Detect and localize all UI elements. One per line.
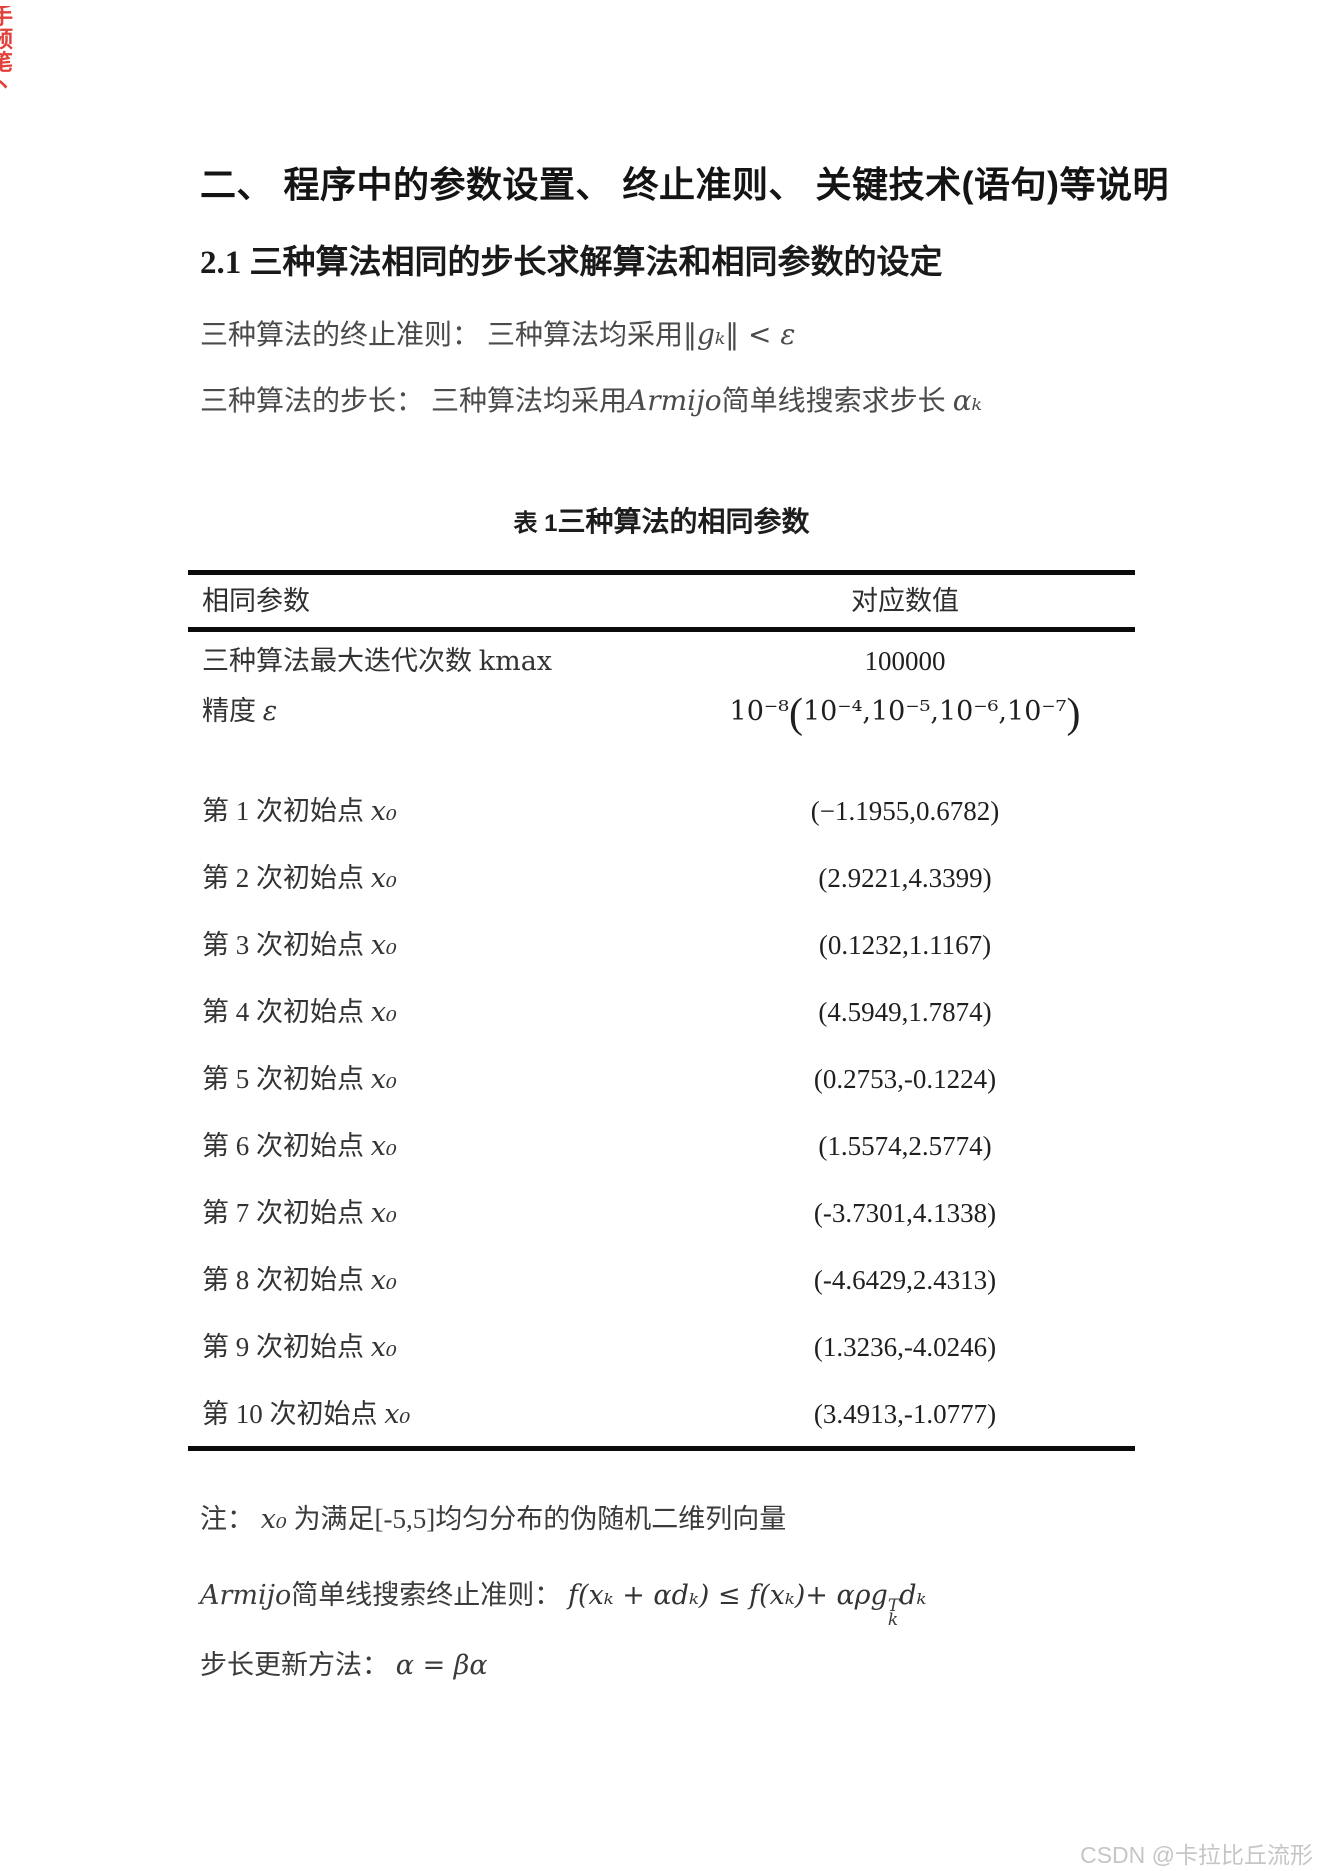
row-label-text: 第 6 次初始点 xyxy=(202,1131,371,1161)
table-header-rule xyxy=(188,627,1135,632)
paragraph-text: 三种算法的终止准则： 三种算法均采用 xyxy=(200,320,684,351)
x0-symbol: x₀ xyxy=(260,1504,287,1535)
column-header-value: 对应数值 xyxy=(851,586,959,616)
x0-symbol: x₀ xyxy=(370,997,397,1028)
csdn-watermark: CSDN @卡拉比丘流形 xyxy=(1080,1842,1313,1868)
table-caption: 表 1三种算法的相同参数 xyxy=(0,500,1323,540)
row-label-text: 第 4 次初始点 xyxy=(202,997,371,1027)
termination-criterion-paragraph: 三种算法的终止准则： 三种算法均采用‖gₖ‖ < ε xyxy=(200,318,1200,353)
x0-symbol: x₀ xyxy=(370,1265,397,1296)
step-update-formula: α = βα xyxy=(395,1650,488,1681)
x0-symbol: x₀ xyxy=(370,1064,397,1095)
table-row-value-x0-10: (3.4913,-1.0777) xyxy=(813,1399,997,1429)
x0-symbol: x₀ xyxy=(370,796,397,827)
table-row-value-kmax: 100000 xyxy=(864,646,946,676)
red-margin-marks: 手 预 笔 丶 xyxy=(0,6,30,98)
row-label-text: 第 8 次初始点 xyxy=(202,1265,371,1295)
table-caption-number: 表 1 xyxy=(513,510,558,537)
table-bottom-rule xyxy=(188,1446,1135,1451)
note-text: 为满足[-5,5]均匀分布的伪随机二维列向量 xyxy=(286,1504,787,1534)
armijo-label: 简单线搜索终止准则： xyxy=(291,1580,569,1610)
red-mark-glyph: 手 xyxy=(0,6,14,30)
table-row-value-x0-3: (0.1232,1.1167) xyxy=(818,930,992,960)
table-row-label-x0-6: 第 6 次初始点 x₀ xyxy=(202,1130,632,1163)
table-row-label-x0-9: 第 9 次初始点 x₀ xyxy=(202,1331,632,1364)
subscript-k: k xyxy=(887,1610,899,1631)
table-row-label-x0-3: 第 3 次初始点 x₀ xyxy=(202,929,632,962)
table-row-label-x0-8: 第 8 次初始点 x₀ xyxy=(202,1264,632,1297)
table-row-label-kmax: 三种算法最大迭代次数 kmax xyxy=(202,645,632,678)
table-row-value-x0-7: (-3.7301,4.1338) xyxy=(813,1198,997,1228)
table-row-value-x0-6: (1.5574,2.5774) xyxy=(818,1131,992,1161)
table-row-label-x0-2: 第 2 次初始点 x₀ xyxy=(202,862,632,895)
precision-main: 10⁻⁸ xyxy=(729,696,789,727)
red-mark-glyph: 笔 xyxy=(0,51,14,76)
armijo-formula: f(xₖ + αdₖ) ≤ f(xₖ)+ αρg xyxy=(568,1580,888,1611)
table-top-rule xyxy=(188,570,1135,575)
red-mark-glyph: 丶 xyxy=(0,74,14,98)
paragraph-text: 简单线搜索求步长 xyxy=(721,386,953,417)
kmax-symbol: kmax xyxy=(478,646,553,677)
row-label-text: 第 10 次初始点 xyxy=(202,1399,385,1429)
table-row-label-x0-5: 第 5 次初始点 x₀ xyxy=(202,1063,632,1096)
norm-formula: ‖gₖ‖ < ε xyxy=(683,318,796,351)
open-paren: ( xyxy=(788,691,803,737)
alpha-symbol: αₖ xyxy=(952,384,982,417)
step-update-line: 步长更新方法： α = βα xyxy=(200,1648,1250,1683)
table-row-label-x0-1: 第 1 次初始点 x₀ xyxy=(202,795,632,828)
step-length-paragraph: 三种算法的步长： 三种算法均采用Armijo简单线搜索求步长 αₖ xyxy=(200,384,1200,419)
armijo-criterion-line: Armijo简单线搜索终止准则： f(xₖ + αdₖ) ≤ f(xₖ)+ αρ… xyxy=(200,1578,1250,1631)
subsection-heading: 2.1 三种算法相同的步长求解算法和相同参数的设定 xyxy=(200,245,943,281)
note-label: 注： xyxy=(200,1504,261,1534)
table-row-value-x0-4: (4.5949,1.7874) xyxy=(818,997,992,1027)
epsilon-symbol: ε xyxy=(262,696,278,727)
table-caption-title: 三种算法的相同参数 xyxy=(557,506,810,537)
armijo-formula-tail: dₖ xyxy=(899,1580,927,1611)
armijo-word: Armijo xyxy=(627,384,722,417)
table-row-label-x0-4: 第 4 次初始点 x₀ xyxy=(202,996,632,1029)
x0-symbol: x₀ xyxy=(384,1399,411,1430)
armijo-word: Armijo xyxy=(200,1580,292,1611)
table-row-label-x0-7: 第 7 次初始点 x₀ xyxy=(202,1197,632,1230)
step-update-label: 步长更新方法： xyxy=(200,1650,396,1680)
red-mark-glyph: 预 xyxy=(0,28,14,53)
close-paren: ) xyxy=(1066,691,1081,737)
section-heading: 二、 程序中的参数设置、 终止准则、 关键技术(语句)等说明 xyxy=(200,164,1169,205)
x0-symbol: x₀ xyxy=(370,1131,397,1162)
row-label-text: 第 5 次初始点 xyxy=(202,1064,371,1094)
table-row-label-x0-10: 第 10 次初始点 x₀ xyxy=(202,1398,632,1431)
table-row-value-x0-1: (−1.1955,0.6782) xyxy=(810,796,1000,826)
superscript-T: T xyxy=(887,1596,900,1616)
table-row-value-epsilon: 10⁻⁸(10⁻⁴,10⁻⁵,10⁻⁶,10⁻⁷) xyxy=(640,693,1170,735)
row-label-text: 第 3 次初始点 xyxy=(202,930,371,960)
precision-list: 10⁻⁴,10⁻⁵,10⁻⁶,10⁻⁷ xyxy=(802,696,1067,727)
row-label-text: 第 9 次初始点 xyxy=(202,1332,371,1362)
column-header-parameter: 相同参数 xyxy=(202,586,310,616)
x0-symbol: x₀ xyxy=(370,1332,397,1363)
table-row-value-x0-8: (-4.6429,2.4313) xyxy=(813,1265,997,1295)
row-label-text: 三种算法最大迭代次数 xyxy=(202,646,479,676)
table-row-value-x0-5: (0.2753,-0.1224) xyxy=(813,1064,997,1094)
x0-symbol: x₀ xyxy=(370,930,397,961)
row-label-text: 第 7 次初始点 xyxy=(202,1198,371,1228)
row-label-text: 第 2 次初始点 xyxy=(202,863,371,893)
x0-symbol: x₀ xyxy=(370,863,397,894)
table-footnote: 注： x₀ 为满足[-5,5]均匀分布的伪随机二维列向量 xyxy=(200,1502,1250,1537)
table-row-label-epsilon: 精度 ε xyxy=(202,695,632,728)
table-row-value-x0-9: (1.3236,-4.0246) xyxy=(813,1332,997,1362)
paragraph-text: 三种算法的步长： 三种算法均采用 xyxy=(200,386,628,417)
row-label-text: 精度 xyxy=(202,696,263,726)
x0-symbol: x₀ xyxy=(370,1198,397,1229)
row-label-text: 第 1 次初始点 xyxy=(202,796,371,826)
table-row-value-x0-2: (2.9221,4.3399) xyxy=(818,863,992,893)
